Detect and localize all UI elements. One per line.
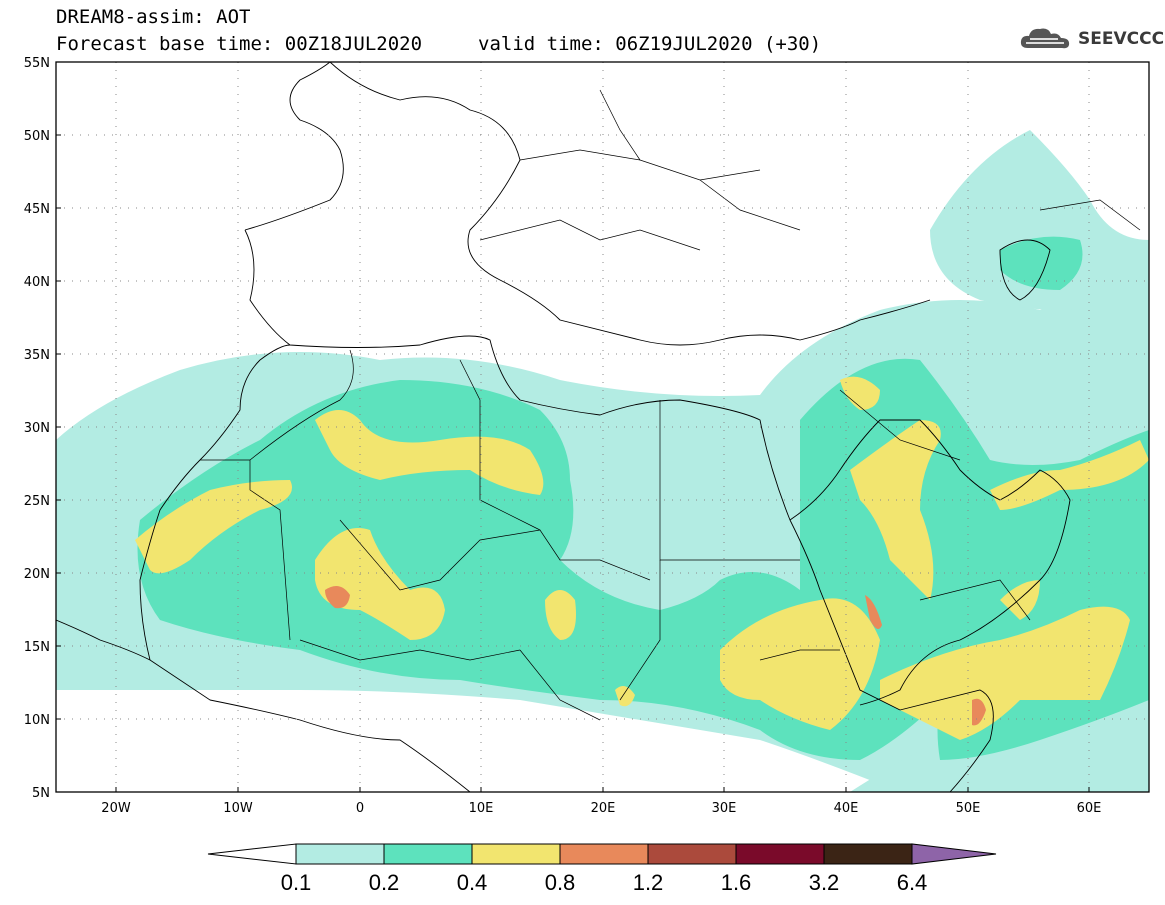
aot-map: 55N 50N 45N 40N 35N 30N 25N 20N 15N 10N … — [24, 56, 1150, 816]
colorbar-segment — [647, 843, 737, 865]
colorbar-label: 0.1 — [280, 870, 312, 895]
longitude-labels: 20W 10W 0 10E 20E 30E 40E 50E 60E — [101, 801, 1101, 816]
colorbar-label: 3.2 — [808, 870, 840, 895]
lon-label: 20E — [591, 801, 616, 816]
colorbar-segment — [383, 843, 473, 865]
cloud-icon — [1020, 28, 1070, 49]
lat-label: 5N — [32, 786, 50, 801]
latitude-labels: 55N 50N 45N 40N 35N 30N 25N 20N 15N 10N … — [24, 56, 50, 801]
aot-band-0.4 — [850, 420, 941, 600]
country-borders — [200, 89, 1141, 721]
aot-band-0.8 — [865, 595, 882, 629]
colorbar-label: 0.8 — [544, 870, 576, 895]
colorbar-right-arrow — [911, 843, 997, 865]
lat-label: 40N — [24, 275, 50, 290]
lon-label: 20W — [101, 801, 131, 816]
logo-text: SEEVCCC — [1078, 29, 1165, 49]
aot-band-0.4 — [135, 480, 292, 574]
lat-label: 15N — [24, 640, 50, 655]
colorbar-segment — [471, 843, 561, 865]
lat-label: 55N — [24, 56, 50, 71]
aot-fields — [56, 130, 1149, 792]
forecast-base-time: Forecast base time: 00Z18JUL2020 — [56, 33, 423, 55]
lat-label: 10N — [24, 713, 50, 728]
lon-label: 10W — [223, 801, 253, 816]
aot-band-0.1 — [930, 130, 1149, 310]
lon-label: 10E — [469, 801, 494, 816]
coastlines — [56, 62, 1071, 792]
lat-label: 30N — [24, 421, 50, 436]
lat-label: 20N — [24, 567, 50, 582]
graticule — [56, 62, 1149, 792]
colorbar-label: 1.6 — [720, 870, 752, 895]
lon-label: 30E — [712, 801, 737, 816]
valid-time: valid time: 06Z19JUL2020 (+30) — [478, 33, 822, 55]
lat-label: 45N — [24, 202, 50, 217]
aot-band-0.4 — [315, 528, 445, 640]
lat-label: 35N — [24, 348, 50, 363]
aot-band-0.4 — [720, 598, 880, 730]
colorbar-label: 6.4 — [896, 870, 928, 895]
colorbar-label: 1.2 — [632, 870, 664, 895]
aot-band-0.1 — [850, 660, 1149, 792]
aot-band-0.8 — [325, 586, 350, 609]
aot-band-0.4 — [315, 410, 544, 495]
colorbar-label: 0.4 — [456, 870, 488, 895]
map-title: DREAM8-assim: AOT — [56, 6, 251, 28]
aot-band-0.2 — [1000, 236, 1083, 290]
aot-band-0.4 — [545, 590, 576, 640]
aot-band-0.4 — [840, 376, 880, 410]
aot-band-0.4 — [990, 440, 1149, 510]
colorbar — [207, 843, 997, 865]
lon-label: 60E — [1077, 801, 1102, 816]
colorbar-segment — [295, 843, 385, 865]
colorbar-segment — [823, 843, 913, 865]
lat-label: 50N — [24, 129, 50, 144]
lat-label: 25N — [24, 494, 50, 509]
colorbar-segment — [735, 843, 825, 865]
lon-label: 50E — [956, 801, 981, 816]
aot-band-0.8 — [972, 698, 986, 726]
colorbar-label: 0.2 — [368, 870, 400, 895]
aot-band-0.4 — [880, 606, 1130, 740]
lon-label: 40E — [834, 801, 859, 816]
tick-marks — [56, 61, 1090, 792]
colorbar-left-arrow — [207, 843, 297, 865]
aot-band-0.4 — [615, 686, 635, 707]
colorbar-segment — [559, 843, 649, 865]
lon-label: 0 — [356, 801, 364, 816]
